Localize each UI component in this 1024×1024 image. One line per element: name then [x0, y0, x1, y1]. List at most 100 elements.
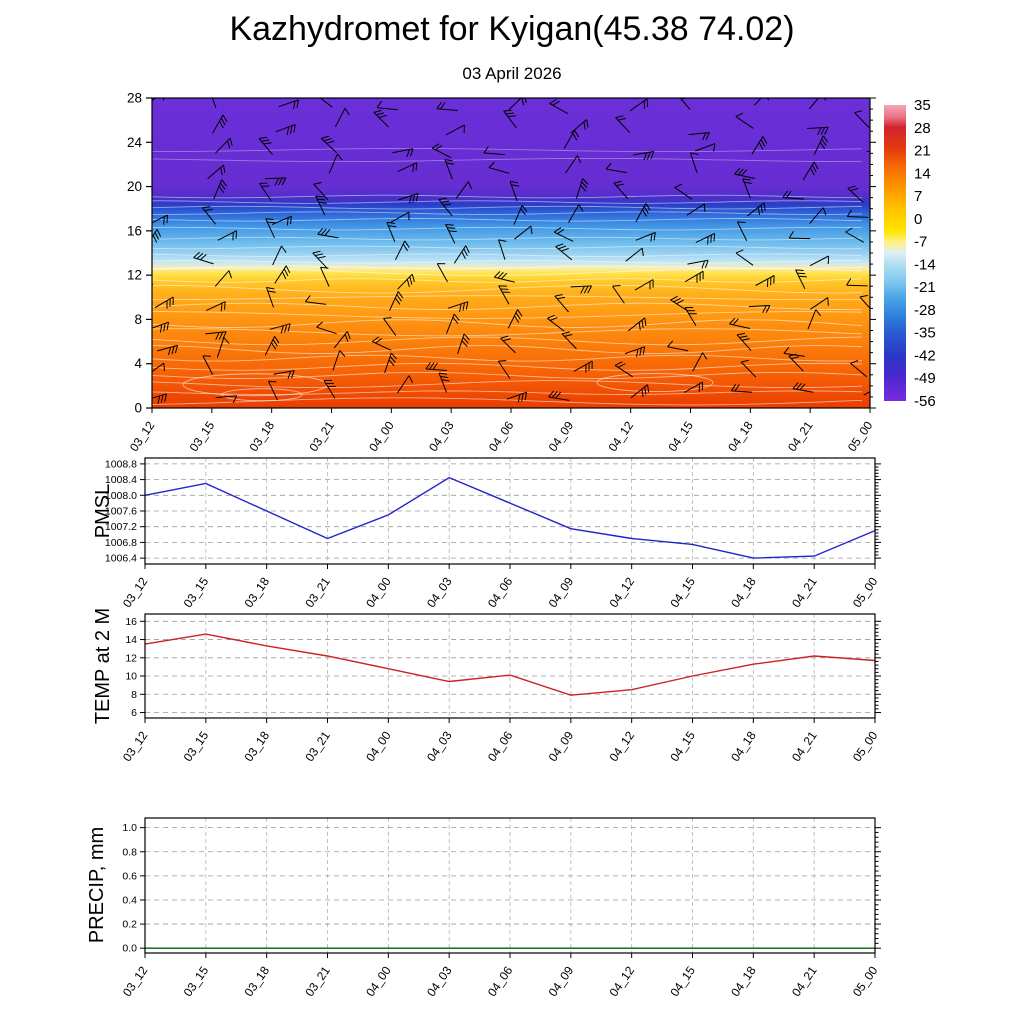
- svg-text:04_12: 04_12: [607, 963, 638, 999]
- svg-text:4: 4: [134, 356, 142, 371]
- colorbar: [884, 105, 906, 401]
- svg-text:03_21: 03_21: [302, 963, 333, 999]
- svg-text:04_06: 04_06: [485, 574, 516, 610]
- y-axis: 0.0 0.2 0.4 0.6 0.8 1.0: [122, 822, 145, 955]
- svg-text:10: 10: [125, 671, 137, 683]
- svg-text:03_18: 03_18: [242, 728, 273, 764]
- svg-text:04_21: 04_21: [785, 418, 816, 454]
- svg-text:0.4: 0.4: [122, 894, 137, 906]
- svg-text:04_15: 04_15: [667, 728, 698, 764]
- pmsl-axis-label: PMSL: [92, 483, 114, 539]
- svg-text:35: 35: [914, 97, 931, 114]
- svg-text:04_09: 04_09: [546, 418, 577, 454]
- svg-text:14: 14: [914, 165, 931, 182]
- precip-chart: 0.0 0.2 0.4 0.6 0.8 1.0 03_12 03_15 03_18 03_21 04…: [120, 817, 881, 999]
- svg-text:03_21: 03_21: [302, 574, 333, 610]
- svg-text:04_09: 04_09: [546, 574, 577, 610]
- svg-text:04_03: 04_03: [424, 963, 455, 999]
- svg-text:04_12: 04_12: [607, 728, 638, 764]
- svg-text:-14: -14: [914, 256, 936, 273]
- svg-text:-35: -35: [914, 325, 936, 342]
- gridlines: [144, 614, 876, 718]
- svg-text:1007.6: 1007.6: [105, 506, 137, 518]
- y-axis: 1006.4 1006.8 1007.2 1007.6 1008.0 1008.4 1008…: [105, 458, 145, 565]
- svg-text:05_00: 05_00: [850, 574, 881, 610]
- svg-text:04_06: 04_06: [486, 418, 517, 454]
- svg-text:12: 12: [125, 652, 137, 664]
- svg-text:04_18: 04_18: [728, 728, 759, 764]
- svg-text:04_03: 04_03: [424, 728, 455, 764]
- y-axis: 6 8 10 12 14 16: [125, 616, 145, 719]
- svg-text:05_00: 05_00: [845, 418, 876, 454]
- svg-text:04_15: 04_15: [667, 963, 698, 999]
- svg-text:03_21: 03_21: [302, 728, 333, 764]
- svg-text:03_18: 03_18: [242, 574, 273, 610]
- svg-text:03_21: 03_21: [306, 418, 337, 454]
- svg-text:16: 16: [127, 223, 142, 238]
- svg-text:04_09: 04_09: [546, 963, 577, 999]
- svg-text:04_06: 04_06: [485, 728, 516, 764]
- svg-text:1008.4: 1008.4: [105, 474, 137, 486]
- right-axis-ticks: [870, 97, 876, 409]
- svg-text:03_18: 03_18: [242, 963, 273, 999]
- svg-text:1.0: 1.0: [122, 822, 137, 834]
- x-axis: 03_12 03_15 03_18 03_21 04_00 04_03 04_06 04_09…: [120, 718, 881, 764]
- right-axis-ticks: [875, 827, 881, 949]
- svg-text:-28: -28: [914, 302, 936, 319]
- svg-text:1006.8: 1006.8: [105, 537, 137, 549]
- svg-text:6: 6: [131, 707, 137, 719]
- svg-text:04_15: 04_15: [667, 574, 698, 610]
- svg-text:04_18: 04_18: [725, 418, 756, 454]
- upper-air-profile-chart: 0 4 8 12 16 20 24 28 03_12 03_15 03_18 03_21 04_00 04…: [127, 91, 936, 455]
- gridlines: [144, 818, 876, 953]
- svg-text:04_18: 04_18: [728, 574, 759, 610]
- svg-text:0.0: 0.0: [122, 943, 137, 955]
- svg-text:28: 28: [914, 120, 931, 137]
- pmsl-chart: 1006.4 1006.8 1007.2 1007.6 1008.0 1008.4 1008…: [105, 457, 881, 610]
- svg-text:04_15: 04_15: [665, 418, 696, 454]
- svg-text:03_18: 03_18: [247, 418, 278, 454]
- svg-text:04_03: 04_03: [426, 418, 457, 454]
- right-axis-ticks: [875, 620, 881, 714]
- contour-lines: [152, 147, 863, 406]
- svg-text:0: 0: [134, 401, 142, 416]
- y-axis: 0 4 8 12 16 20 24 28: [127, 91, 152, 416]
- svg-text:04_00: 04_00: [366, 418, 397, 454]
- svg-text:05_00: 05_00: [850, 728, 881, 764]
- series-line: [144, 633, 876, 696]
- svg-text:04_09: 04_09: [546, 728, 577, 764]
- svg-text:1008.8: 1008.8: [105, 458, 137, 470]
- svg-text:0: 0: [914, 211, 922, 228]
- svg-text:28: 28: [127, 91, 142, 106]
- svg-text:04_00: 04_00: [363, 728, 394, 764]
- svg-text:03_12: 03_12: [120, 728, 151, 764]
- svg-text:04_21: 04_21: [789, 963, 820, 999]
- svg-text:12: 12: [127, 268, 142, 283]
- svg-text:03_15: 03_15: [187, 418, 218, 454]
- svg-text:20: 20: [127, 179, 142, 194]
- svg-text:03_12: 03_12: [120, 574, 151, 610]
- x-axis: 03_12 03_15 03_18 03_21 04_00 04_03 04_06 04_09…: [120, 564, 881, 610]
- svg-text:03_12: 03_12: [127, 418, 158, 454]
- svg-text:16: 16: [125, 616, 137, 628]
- svg-text:21: 21: [914, 143, 931, 160]
- svg-text:04_21: 04_21: [789, 728, 820, 764]
- svg-text:-42: -42: [914, 347, 936, 364]
- svg-text:8: 8: [131, 689, 137, 701]
- svg-text:03_15: 03_15: [181, 728, 212, 764]
- svg-text:24: 24: [127, 135, 143, 150]
- svg-text:7: 7: [914, 188, 922, 205]
- svg-text:03_15: 03_15: [181, 574, 212, 610]
- date-subtitle: 03 April 2026: [462, 64, 562, 83]
- svg-text:1006.4: 1006.4: [105, 553, 137, 565]
- svg-text:-49: -49: [914, 370, 936, 387]
- svg-text:-21: -21: [914, 279, 936, 296]
- svg-text:1007.2: 1007.2: [105, 521, 137, 533]
- x-axis: 03_12 03_15 03_18 03_21 04_00 04_03 04_06 04_09…: [127, 408, 876, 454]
- precip-axis-label: PRECIP, mm: [86, 826, 108, 944]
- svg-text:0.8: 0.8: [122, 846, 137, 858]
- svg-text:04_18: 04_18: [728, 963, 759, 999]
- page-title: Kazhydromet for Kyigan(45.38 74.02): [229, 10, 795, 48]
- right-axis-ticks: [875, 463, 881, 559]
